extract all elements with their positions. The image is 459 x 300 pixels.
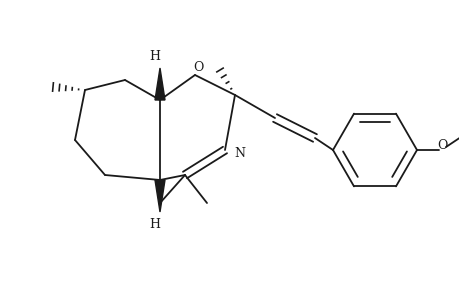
Polygon shape — [155, 180, 165, 212]
Text: H: H — [149, 50, 160, 62]
Text: H: H — [149, 218, 160, 230]
Text: N: N — [234, 146, 245, 160]
Polygon shape — [155, 68, 165, 100]
Text: O: O — [436, 139, 446, 152]
Text: O: O — [192, 61, 203, 74]
